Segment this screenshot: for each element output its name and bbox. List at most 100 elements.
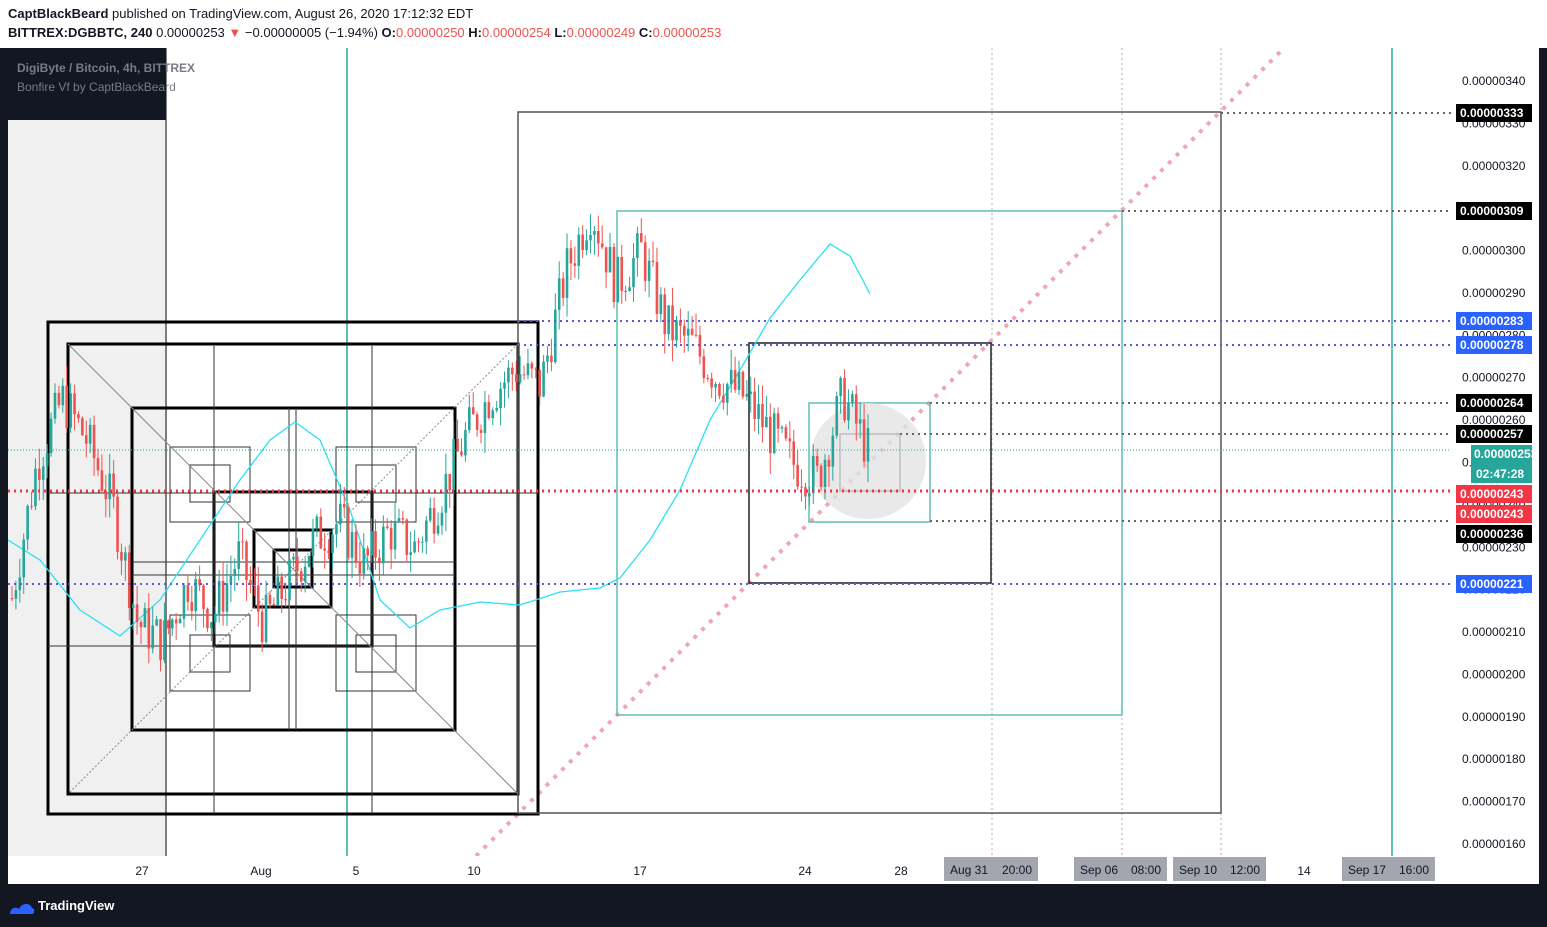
current-price-text: 0.00000253 [1474, 447, 1538, 461]
candle-body [745, 394, 749, 397]
candle-body [374, 531, 377, 558]
candle-body [382, 526, 385, 564]
candle-body [311, 528, 315, 556]
candle-body [796, 464, 799, 487]
level-badge-text: 0.00000236 [1460, 527, 1524, 541]
price-change: −0.00000005 (−1.94%) [244, 25, 378, 40]
candle-body [69, 393, 72, 428]
candle-body [733, 370, 737, 390]
candle [589, 214, 592, 254]
candle-body [22, 539, 26, 578]
candle [41, 456, 45, 501]
candle-body [636, 233, 639, 258]
level-badge-text: 0.00000333 [1460, 106, 1524, 120]
candle [851, 390, 854, 407]
candle-body [92, 424, 96, 459]
tradingview-logo-icon [10, 903, 35, 914]
candle-body [495, 407, 498, 411]
candle [370, 518, 373, 563]
candle-body [378, 557, 381, 564]
candle-body [452, 438, 455, 491]
candle [858, 402, 862, 439]
candle [604, 246, 608, 289]
candle-body [792, 441, 796, 465]
candle [768, 403, 772, 474]
candle [686, 310, 690, 352]
candle [276, 565, 280, 606]
candle-body [831, 435, 835, 467]
last-price: 0.00000253 [156, 25, 225, 40]
candle [292, 553, 295, 567]
candle [425, 515, 428, 555]
candle-body [413, 541, 416, 553]
candle [34, 458, 37, 511]
y-tick-label: 0.00000190 [1462, 710, 1526, 724]
candle-body [550, 355, 553, 363]
candle [307, 555, 311, 568]
ohlc-line: BITTREX:DGBBTC, 240 0.00000253 ▼ −0.0000… [8, 25, 721, 40]
square-diagonal [67, 343, 519, 795]
level-badge [1456, 202, 1532, 220]
candle [311, 518, 315, 568]
candle [819, 463, 823, 491]
candle-body [616, 256, 620, 303]
small-square [189, 634, 231, 673]
chart-pane[interactable] [8, 48, 1451, 856]
candle-body [581, 234, 584, 251]
candle [61, 378, 65, 413]
candle-body [229, 576, 233, 584]
candle [217, 569, 221, 623]
candle-body [819, 465, 823, 487]
author-name[interactable]: CaptBlackBeard [8, 6, 109, 21]
candle [487, 394, 491, 420]
y-tick-label: 0.00000300 [1462, 244, 1526, 258]
candle-body [108, 473, 112, 500]
candle-body [319, 516, 323, 549]
candle-body [682, 325, 686, 336]
candle-body [522, 374, 526, 376]
candle [84, 420, 88, 458]
candle-body [839, 378, 842, 397]
candle [190, 585, 194, 621]
candle-body [546, 355, 549, 362]
candle [682, 319, 686, 353]
level-badge [1456, 575, 1532, 593]
candle [612, 243, 616, 309]
candle [69, 383, 72, 433]
candle-body [170, 619, 174, 629]
publish-info: published on TradingView.com, August 26,… [108, 6, 474, 21]
candle-body [245, 541, 248, 581]
candle [597, 215, 600, 257]
level-badge-text: 0.00000221 [1460, 577, 1524, 591]
candle-body [167, 620, 170, 629]
candle [210, 621, 213, 641]
candle [518, 356, 522, 385]
candle-body [296, 556, 299, 572]
candle-body [823, 459, 827, 487]
candle-body [729, 370, 733, 385]
candle-body [241, 541, 244, 543]
candle [448, 473, 452, 509]
close-value: 0.00000253 [652, 25, 722, 40]
candle [335, 519, 338, 548]
candle [299, 567, 303, 592]
candle [18, 558, 22, 603]
candle-body [530, 363, 534, 369]
candle-body [643, 242, 647, 281]
square-6 [272, 548, 314, 589]
candle-body [280, 576, 283, 600]
candle [112, 459, 115, 509]
candle-body [397, 518, 401, 522]
candle-body [468, 407, 471, 431]
candle [10, 586, 14, 602]
candle [659, 287, 663, 323]
candle-body [186, 584, 190, 602]
candle-body [350, 531, 354, 558]
level-badge [1456, 485, 1532, 503]
candle-body [190, 601, 194, 611]
candle-body [858, 419, 862, 424]
candle-body [323, 548, 326, 551]
candle [26, 504, 29, 551]
candle [530, 361, 534, 379]
candle-body [440, 512, 444, 526]
